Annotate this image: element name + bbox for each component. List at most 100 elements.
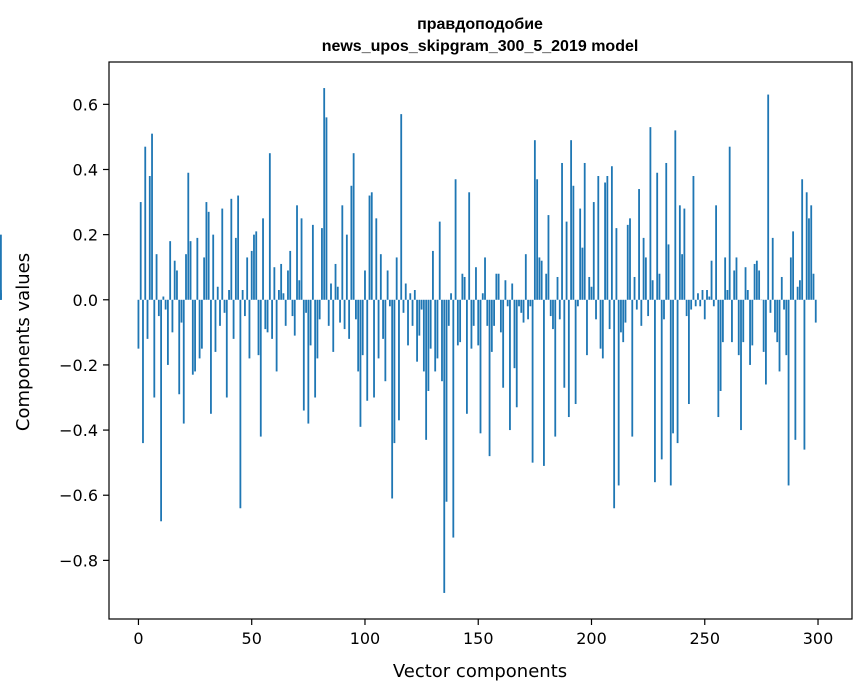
- bar-207: [606, 176, 609, 300]
- bar-26: [196, 237, 199, 300]
- bar-35: [216, 286, 219, 300]
- bar-158: [495, 273, 498, 300]
- bar-40: [228, 290, 230, 300]
- bar-265: [737, 299, 740, 356]
- bar-66: [287, 270, 289, 300]
- bar-110: [386, 270, 389, 300]
- bar-57: [266, 299, 269, 333]
- bar-54: [259, 299, 262, 437]
- bar-191: [570, 140, 573, 300]
- bar-119: [407, 299, 409, 346]
- bar-92: [345, 234, 348, 300]
- bar-22: [187, 172, 190, 300]
- bar-131: [434, 299, 437, 372]
- bar-283: [778, 299, 781, 372]
- bar-152: [481, 293, 484, 300]
- bar-28: [200, 299, 203, 349]
- bar-155: [488, 299, 491, 457]
- y-axis-ticks: −0.8 −0.6 −0.4 −0.2 0.0 0.2 0.4 0.6: [59, 95, 109, 570]
- bar-272: [753, 263, 756, 300]
- bar-79: [316, 299, 319, 359]
- bar-50: [250, 250, 253, 300]
- bar-284: [780, 276, 783, 300]
- bar-188: [563, 299, 566, 388]
- bar-74: [305, 299, 307, 313]
- bar-290: [794, 299, 797, 440]
- bar-138: [450, 293, 452, 300]
- bar-171: [524, 254, 527, 300]
- bar-281: [774, 299, 776, 333]
- bar-225: [647, 299, 650, 317]
- bar-252: [708, 296, 711, 300]
- bar-209: [610, 166, 613, 300]
- bar-208: [608, 299, 611, 330]
- bar-153: [484, 257, 486, 300]
- bar-266: [740, 299, 742, 431]
- bar-117: [402, 299, 405, 313]
- y-tick-label: −0.8: [59, 551, 98, 570]
- bar-7: [153, 299, 156, 398]
- bar-204: [599, 299, 602, 349]
- bar-4: [146, 299, 149, 339]
- bar-177: [538, 257, 541, 300]
- bar-232: [663, 299, 665, 320]
- bar-216: [626, 224, 629, 300]
- bar-218: [631, 299, 634, 437]
- bar-294: [803, 299, 806, 450]
- bar-62: [277, 290, 280, 300]
- bar-251: [706, 290, 708, 300]
- bar-293: [801, 179, 804, 300]
- bar-128: [427, 299, 430, 391]
- bar-120: [409, 293, 412, 300]
- bar-190: [567, 299, 570, 418]
- bar-78: [314, 299, 317, 398]
- bar-49: [248, 299, 251, 359]
- bar-256: [717, 299, 720, 418]
- bar-239: [678, 205, 681, 300]
- bar-8: [155, 254, 158, 300]
- bar-10: [160, 299, 162, 522]
- bar-6: [151, 133, 153, 300]
- bar-61: [275, 299, 278, 372]
- bar-108: [382, 299, 384, 339]
- bar-233: [665, 162, 668, 300]
- bar-21: [185, 254, 187, 300]
- bar-223: [642, 237, 645, 300]
- bar-270: [749, 299, 751, 365]
- bar-97: [357, 299, 360, 372]
- bar-19: [180, 299, 183, 323]
- bar-76: [309, 299, 312, 346]
- bar-285: [783, 299, 785, 310]
- bar-169: [520, 299, 523, 313]
- bar-278: [767, 94, 770, 300]
- bar-145: [466, 299, 468, 414]
- bar-286: [785, 299, 788, 356]
- bar-56: [264, 299, 267, 330]
- bar-298: [812, 273, 815, 300]
- bar-245: [692, 176, 695, 300]
- bar-42: [232, 299, 235, 339]
- bar-18: [178, 299, 181, 395]
- bar-69: [293, 299, 296, 336]
- bar-39: [225, 299, 228, 398]
- x-tick-label: 150: [463, 629, 494, 648]
- bar-106: [377, 299, 380, 359]
- bar-41: [230, 198, 233, 300]
- bar-93: [348, 299, 351, 339]
- bar-112: [391, 299, 394, 499]
- bar-30: [205, 202, 208, 300]
- bar-280: [771, 237, 774, 300]
- bar-205: [601, 299, 604, 359]
- bar-95: [352, 153, 355, 300]
- bar-46: [241, 290, 244, 300]
- bar-126: [422, 299, 425, 372]
- bar-149: [475, 267, 477, 300]
- bar-189: [565, 221, 568, 300]
- bar-77: [311, 224, 314, 300]
- bar-98: [359, 299, 362, 427]
- bar-231: [660, 299, 663, 460]
- bar-198: [586, 299, 588, 356]
- bar-187: [561, 162, 563, 300]
- y-axis-label: Components values: [13, 253, 34, 431]
